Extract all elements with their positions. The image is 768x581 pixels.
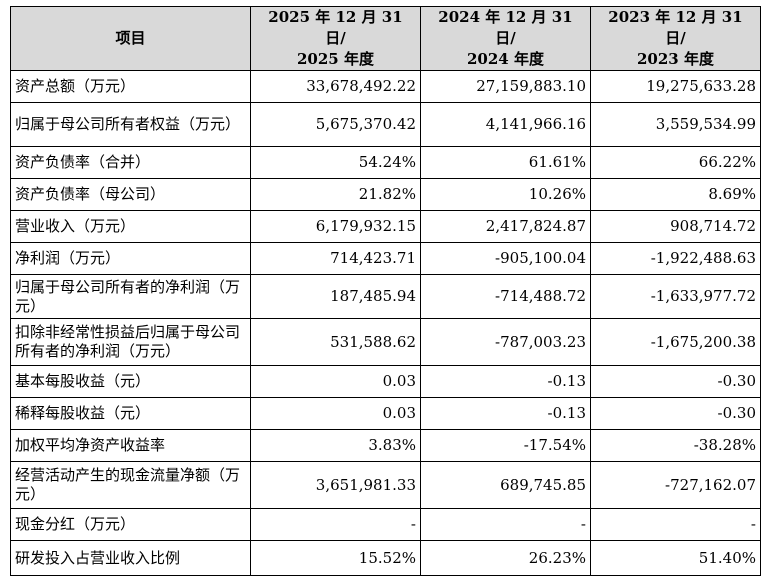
value-2025: 21.82%	[250, 178, 421, 211]
value-2025: 54.24%	[250, 146, 421, 179]
table-row: 加权平均净资产收益率 3.83% -17.54% -38.28%	[10, 429, 761, 462]
table-row: 净利润（万元） 714,423.71 -905,100.04 -1,922,48…	[10, 242, 761, 275]
row-label: 归属于母公司所有者的净利润（万元）	[10, 274, 251, 319]
header-2025-year: 2025 年度	[297, 50, 374, 68]
value-2023: -1,922,488.63	[590, 242, 761, 275]
financial-data-table: 项目 2025 年 12 月 31 日/2025 年度 2024 年 12 月 …	[10, 6, 761, 576]
value-2023: -	[590, 508, 761, 541]
table-row: 资产负债率（母公司） 21.82% 10.26% 8.69%	[10, 178, 761, 211]
value-2023: 908,714.72	[590, 210, 761, 243]
value-2024: 2,417,824.87	[420, 210, 591, 243]
row-label: 资产负债率（母公司）	[10, 178, 251, 211]
header-item-label: 项目	[115, 29, 146, 47]
value-2023: -1,633,977.72	[590, 274, 761, 319]
value-2023: 8.69%	[590, 178, 761, 211]
value-2023: -1,675,200.38	[590, 318, 761, 366]
value-2023: 19,275,633.28	[590, 70, 761, 103]
row-label: 现金分红（万元）	[10, 508, 251, 541]
row-label: 营业收入（万元）	[10, 210, 251, 243]
value-2023: 66.22%	[590, 146, 761, 179]
value-2025: 5,675,370.42	[250, 102, 421, 147]
value-2024: -17.54%	[420, 429, 591, 462]
value-2025: 3.83%	[250, 429, 421, 462]
row-label: 净利润（万元）	[10, 242, 251, 275]
table-row: 基本每股收益（元） 0.03 -0.13 -0.30	[10, 365, 761, 398]
value-2024: 689,745.85	[420, 461, 591, 509]
table-row: 扣除非经常性损益后归属于母公司所有者的净利润（万元） 531,588.62 -7…	[10, 318, 761, 366]
value-2024: -	[420, 508, 591, 541]
value-2025: 3,651,981.33	[250, 461, 421, 509]
row-label: 基本每股收益（元）	[10, 365, 251, 398]
row-label: 经营活动产生的现金流量净额（万元）	[10, 461, 251, 509]
table-row: 稀释每股收益（元） 0.03 -0.13 -0.30	[10, 397, 761, 430]
value-2023: -0.30	[590, 397, 761, 430]
table-row: 研发投入占营业收入比例 15.52% 26.23% 51.40%	[10, 540, 761, 576]
table-row: 营业收入（万元） 6,179,932.15 2,417,824.87 908,7…	[10, 210, 761, 243]
header-row: 项目 2025 年 12 月 31 日/2025 年度 2024 年 12 月 …	[10, 6, 761, 71]
header-2024-date: 2024 年 12 月 31 日/	[438, 8, 573, 47]
value-2023: -38.28%	[590, 429, 761, 462]
row-label: 扣除非经常性损益后归属于母公司所有者的净利润（万元）	[10, 318, 251, 366]
value-2023: 3,559,534.99	[590, 102, 761, 147]
value-2025: 714,423.71	[250, 242, 421, 275]
row-label: 研发投入占营业收入比例	[10, 540, 251, 576]
value-2025: -	[250, 508, 421, 541]
table-row: 现金分红（万元） - - -	[10, 508, 761, 541]
header-2023: 2023 年 12 月 31 日/2023 年度	[590, 6, 761, 71]
row-label: 资产负债率（合并）	[10, 146, 251, 179]
header-2023-date: 2023 年 12 月 31 日/	[608, 8, 743, 47]
value-2025: 0.03	[250, 397, 421, 430]
value-2024: 4,141,966.16	[420, 102, 591, 147]
table-row: 资产负债率（合并） 54.24% 61.61% 66.22%	[10, 146, 761, 179]
value-2025: 6,179,932.15	[250, 210, 421, 243]
value-2024: -0.13	[420, 397, 591, 430]
value-2023: -0.30	[590, 365, 761, 398]
value-2025: 531,588.62	[250, 318, 421, 366]
value-2025: 0.03	[250, 365, 421, 398]
value-2025: 15.52%	[250, 540, 421, 576]
value-2024: 27,159,883.10	[420, 70, 591, 103]
value-2024: -905,100.04	[420, 242, 591, 275]
header-2023-year: 2023 年度	[637, 50, 714, 68]
header-item: 项目	[10, 6, 251, 71]
value-2024: 10.26%	[420, 178, 591, 211]
table-row: 归属于母公司所有者的净利润（万元） 187,485.94 -714,488.72…	[10, 274, 761, 319]
table-row: 经营活动产生的现金流量净额（万元） 3,651,981.33 689,745.8…	[10, 461, 761, 509]
row-label: 归属于母公司所有者权益（万元）	[10, 102, 251, 147]
table-row: 资产总额（万元） 33,678,492.22 27,159,883.10 19,…	[10, 70, 761, 103]
value-2024: 26.23%	[420, 540, 591, 576]
row-label: 资产总额（万元）	[10, 70, 251, 103]
table-header: 项目 2025 年 12 月 31 日/2025 年度 2024 年 12 月 …	[10, 6, 761, 71]
value-2023: -727,162.07	[590, 461, 761, 509]
header-2024-year: 2024 年度	[467, 50, 544, 68]
value-2024: -714,488.72	[420, 274, 591, 319]
row-label: 稀释每股收益（元）	[10, 397, 251, 430]
value-2025: 187,485.94	[250, 274, 421, 319]
value-2023: 51.40%	[590, 540, 761, 576]
table-row: 归属于母公司所有者权益（万元） 5,675,370.42 4,141,966.1…	[10, 102, 761, 147]
header-2024: 2024 年 12 月 31 日/2024 年度	[420, 6, 591, 71]
value-2025: 33,678,492.22	[250, 70, 421, 103]
value-2024: -0.13	[420, 365, 591, 398]
header-2025-date: 2025 年 12 月 31 日/	[268, 8, 403, 47]
row-label: 加权平均净资产收益率	[10, 429, 251, 462]
value-2024: -787,003.23	[420, 318, 591, 366]
value-2024: 61.61%	[420, 146, 591, 179]
table-body: 资产总额（万元） 33,678,492.22 27,159,883.10 19,…	[10, 70, 761, 576]
header-2025: 2025 年 12 月 31 日/2025 年度	[250, 6, 421, 71]
